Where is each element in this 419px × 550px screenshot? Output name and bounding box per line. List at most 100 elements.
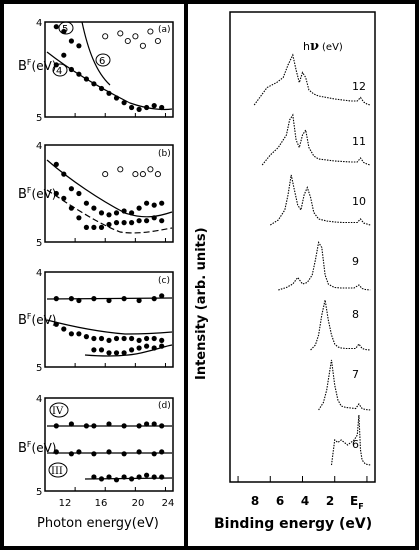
panel-b-point-s2-2 (132, 171, 139, 178)
panel-c-point-s2-9 (159, 343, 165, 349)
panel-c-point-s1-6 (98, 335, 105, 342)
panel-d-annotation-iv-circle (49, 402, 69, 418)
panel-a-point-s2-0 (102, 33, 109, 40)
panel-c-point-s0-5 (121, 296, 127, 302)
panel-c-point-s1-14 (159, 337, 165, 343)
panel-c-point-s1-11 (136, 337, 142, 343)
panel-d-annotation-iii-circle (48, 462, 68, 478)
panel-b-point-s1-4 (83, 224, 89, 230)
panel-a-annotation-6: 6 (99, 56, 105, 67)
panel-d-point-s0-4 (106, 421, 112, 427)
panel-a-point-s0-10 (129, 104, 135, 111)
panel-a-ylabel: BF(eV) (18, 58, 57, 74)
panel-b-point-s0-6 (98, 210, 105, 216)
spectrum-label-8: 8 (352, 308, 359, 321)
panel-b-label: (b) (158, 149, 171, 159)
panel-b-point-s1-13 (151, 215, 157, 221)
panel-b-point-s2-3 (139, 171, 146, 178)
panel-d-point-s0-5 (121, 423, 127, 429)
panel-b-point-s1-2 (68, 205, 74, 211)
panel-b-curve-lower (46, 189, 173, 234)
panel-c-point-s0-0 (53, 296, 59, 302)
left-xtick-20: 20 (132, 498, 145, 509)
panel-c-point-s1-7 (106, 337, 112, 343)
panel-b-point-s2-1 (117, 166, 124, 173)
panel-a-point-s1-1 (61, 28, 67, 35)
panel-c-ytick-top: 4 (36, 268, 42, 279)
panel-c-point-s2-3 (113, 350, 120, 356)
panel-d-point-s1-4 (106, 449, 112, 455)
panel-b-point-s2-5 (154, 171, 161, 178)
spectra-group (237, 53, 371, 482)
spectrum-12ev (253, 53, 371, 106)
panel-a-point-s0-8 (113, 95, 120, 101)
panel-b-point-s0-1 (61, 171, 67, 177)
panel-b-ytick-bottom: 5 (36, 238, 42, 249)
panel-d-point-s0-0 (53, 423, 59, 429)
panel-b-point-s0-14 (159, 200, 165, 206)
panel-a-point-s0-13 (151, 103, 157, 109)
panel-a-point-s0-12 (144, 104, 150, 111)
panel-d-point-s0-6 (136, 423, 142, 429)
panel-c-point-s1-8 (113, 335, 120, 342)
panel-c-point-s1-0 (53, 321, 59, 327)
spectra-xtick-8: 8 (251, 494, 259, 508)
panel-c-ylabel: BF(eV) (18, 312, 57, 328)
spectra-xtick-ef: EF (350, 494, 364, 511)
left-panels: (a) 4 5 BF(eV) 5 4 6 (b) 4 5 BF(eV) (c) … (18, 18, 174, 531)
panel-a-point-s2-2 (124, 37, 131, 45)
panel-d-point-s1-8 (159, 449, 165, 455)
panel-b-point-s1-3 (76, 215, 82, 221)
panel-d-annotation-iv: IV (52, 406, 64, 417)
panel-a-point-s0-14 (159, 104, 165, 111)
panel-d-point-s2-1 (98, 476, 105, 482)
panel-c: (c) 4 5 BF(eV) (18, 268, 174, 374)
panel-a-ytick-top: 4 (36, 18, 42, 29)
panel-b-point-s1-10 (129, 220, 135, 226)
left-xaxis: 12 16 20 24 Photon energy(eV) (37, 498, 174, 531)
panel-d-label: (d) (158, 401, 171, 411)
panel-c-curve-bottom (84, 344, 173, 357)
panel-d-point-s2-5 (129, 476, 135, 482)
panel-d-ylabel: BF(eV) (18, 440, 57, 456)
spectra-xlabel: Binding energy (eV) (214, 516, 372, 532)
panel-a-label: (a) (158, 25, 171, 35)
panel-a-point-s2-4 (139, 42, 146, 49)
panel-d-point-s1-1 (68, 451, 74, 457)
panel-d-point-s0-3 (91, 423, 97, 429)
spectrum-8ev (310, 299, 371, 351)
spectra-xtick-6: 6 (276, 494, 284, 508)
panel-a-point-s0-4 (83, 76, 89, 82)
panel-d-point-s2-8 (151, 474, 157, 480)
panel-b-point-s1-0 (53, 190, 59, 197)
spectra-labels: 12 11 10 9 8 7 6 (352, 80, 366, 451)
panel-d-point-s1-0 (53, 449, 59, 455)
panel-a-point-s0-5 (91, 81, 97, 87)
legend-hv: hν (eV) (303, 39, 343, 54)
panel-c-point-s2-8 (151, 345, 157, 351)
left-xtick-12: 12 (59, 498, 72, 509)
panel-a-point-s0-9 (121, 100, 127, 106)
panel-b-point-s0-13 (151, 202, 157, 208)
panel-a-point-s2-5 (147, 28, 154, 35)
left-xtick-24: 24 (162, 498, 175, 509)
panel-c-point-s2-5 (129, 347, 135, 353)
panel-c-point-s1-5 (91, 335, 97, 342)
panel-c-point-s1-4 (83, 334, 89, 340)
panel-c-point-s1-13 (151, 335, 157, 342)
panel-b-point-s0-9 (121, 208, 127, 214)
panel-a-point-s2-6 (154, 37, 161, 45)
panel-b-point-s0-8 (113, 210, 120, 216)
panel-c-point-s1-2 (68, 331, 74, 337)
panel-c-point-s2-2 (106, 350, 112, 356)
panel-c-point-s1-3 (76, 331, 82, 337)
panel-c-point-s0-3 (91, 296, 97, 302)
panel-b-point-s1-9 (121, 220, 127, 226)
panel-c-point-s0-6 (136, 297, 142, 304)
panel-b-point-s0-3 (76, 190, 82, 197)
panel-b-ytick-top: 4 (36, 141, 42, 152)
spectrum-label-7: 7 (352, 368, 359, 381)
spectrum-label-11: 11 (352, 135, 366, 148)
panel-a-frame (44, 21, 174, 118)
